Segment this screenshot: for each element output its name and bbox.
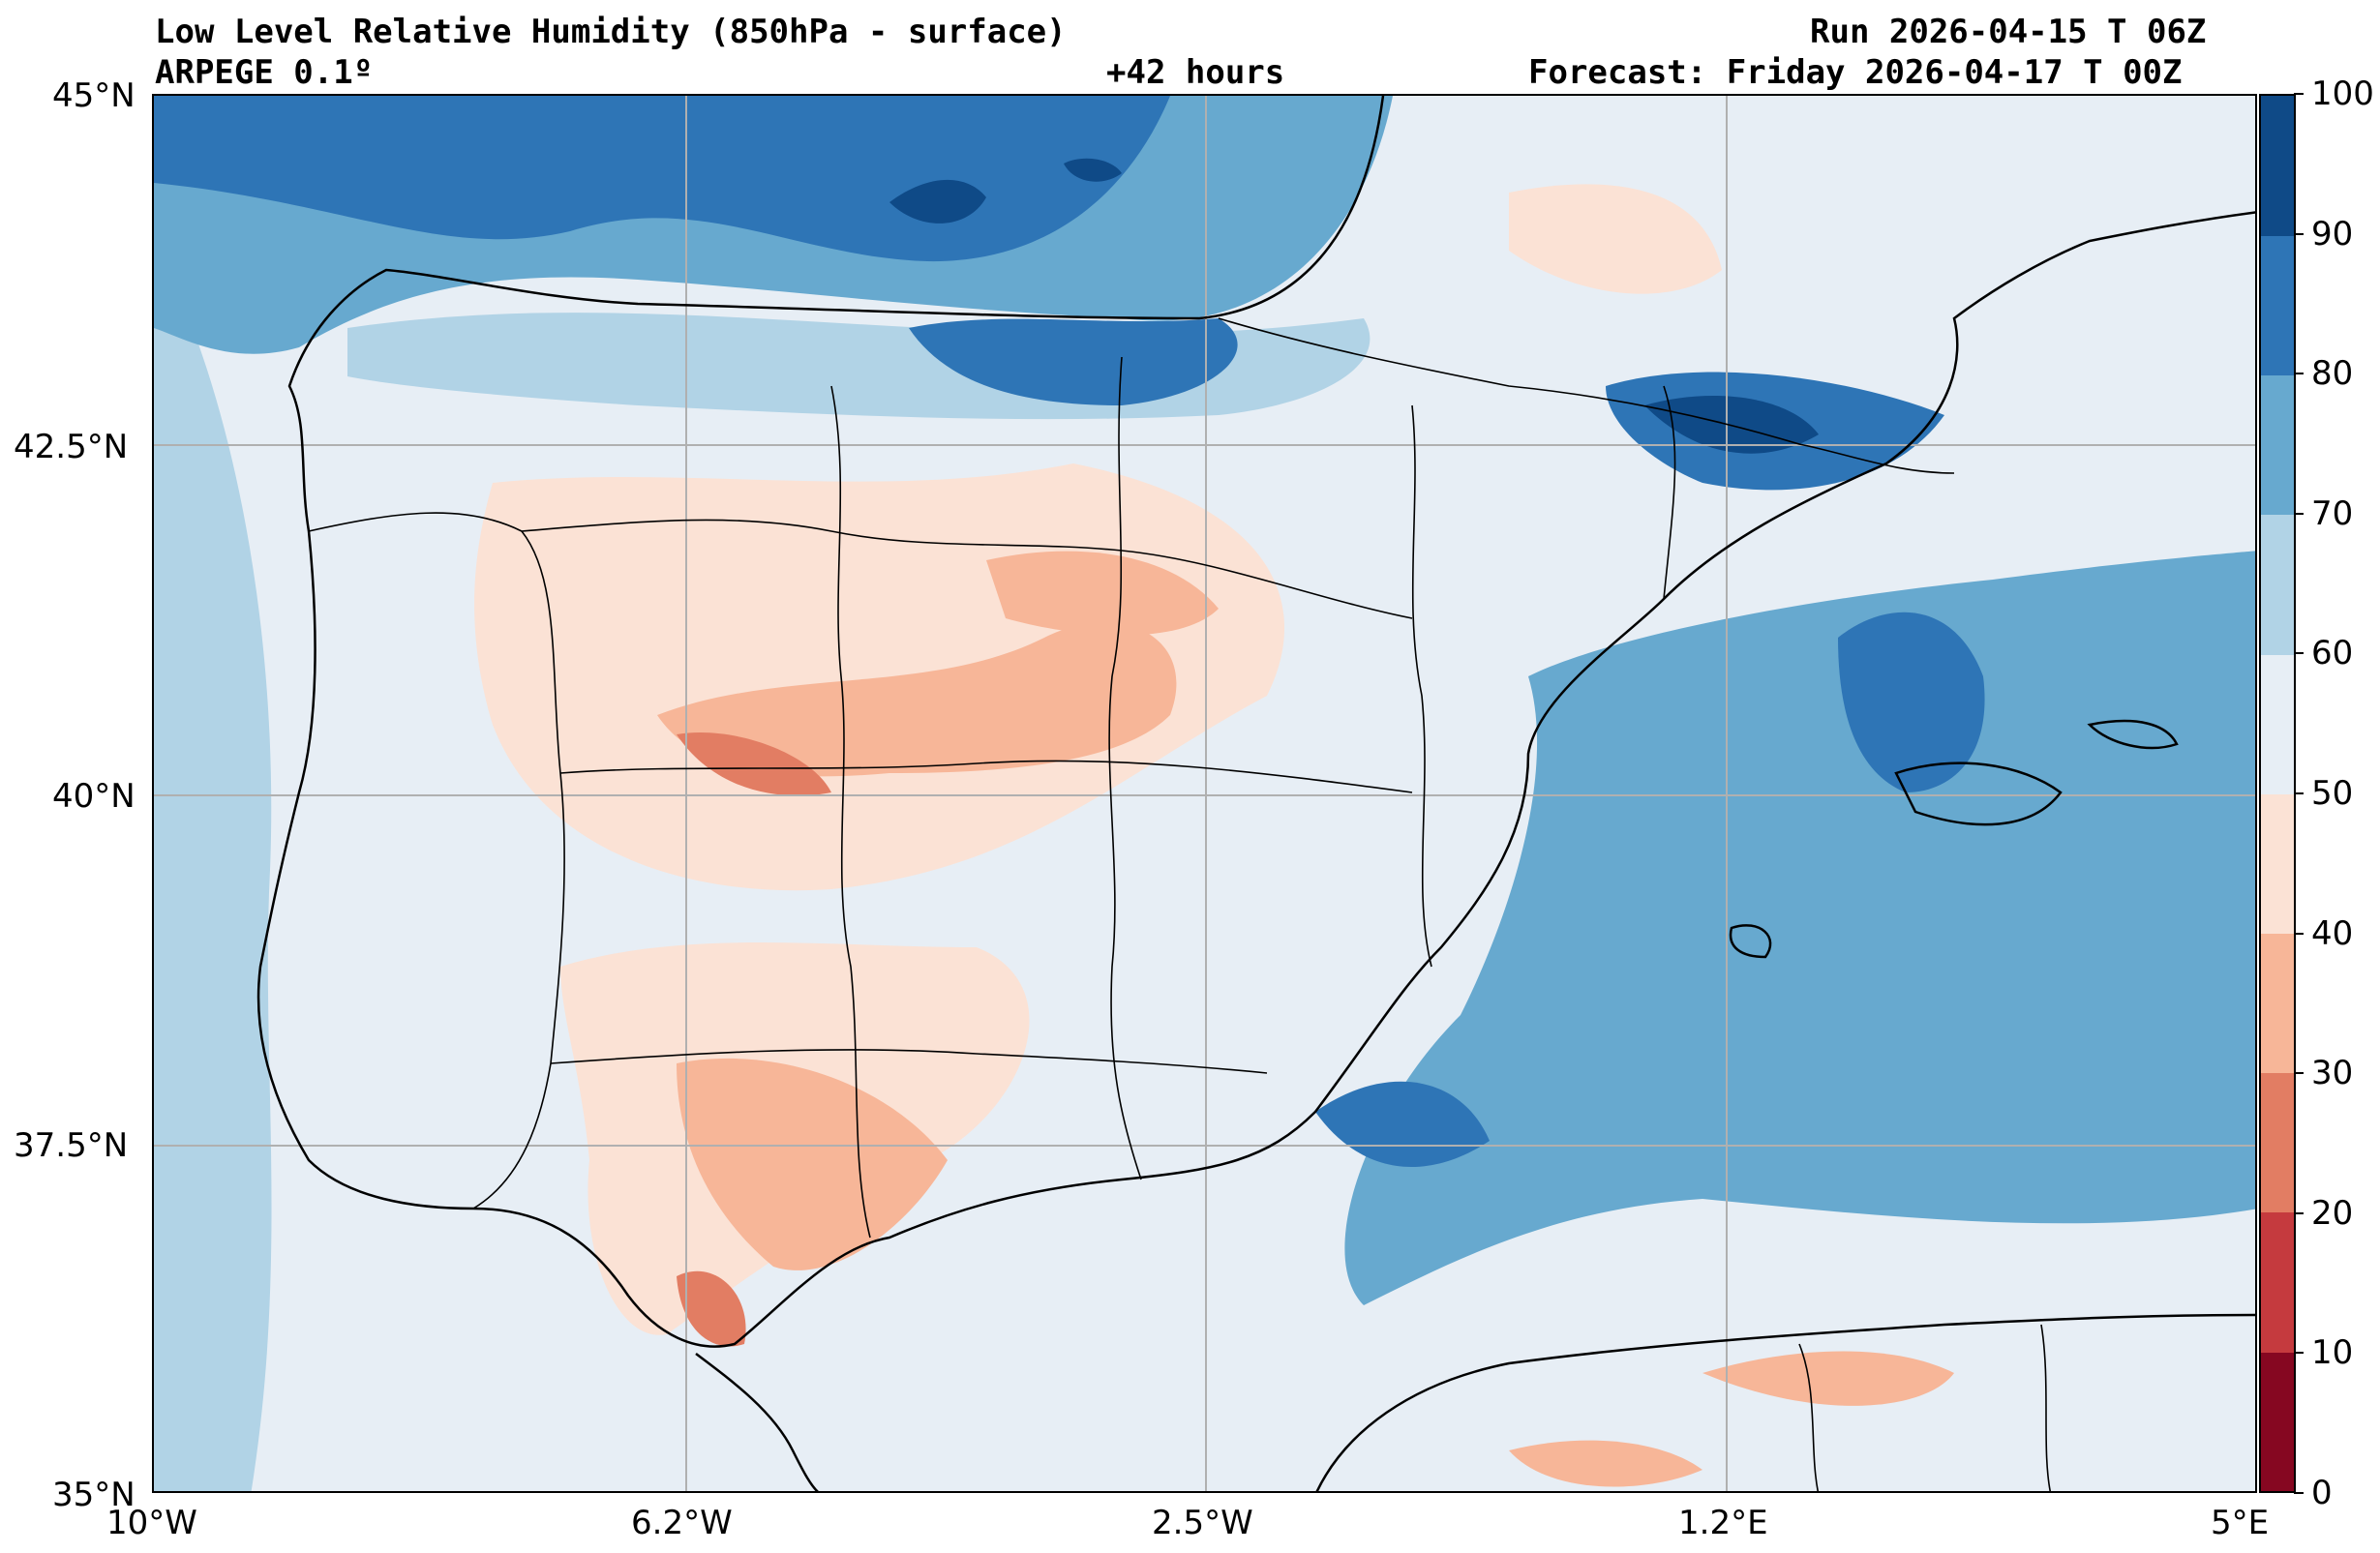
central-drier-zone — [657, 622, 1177, 777]
lon-label-6-2w: 6.2°W — [631, 1504, 733, 1542]
lon-label-2-5w: 2.5°W — [1152, 1504, 1253, 1542]
colorbar-segment — [2261, 1211, 2294, 1353]
title-right-1: Run 2026-04-15 T 06Z — [1810, 13, 2207, 51]
lon-label-1-2e: 1.2°E — [1678, 1504, 1768, 1542]
biscay-high-zone — [154, 96, 1170, 262]
colorbar-tick-label: 60 — [2311, 634, 2354, 673]
colorbar-segment — [2261, 1351, 2294, 1491]
title-right-2: Forecast: Friday 2026-04-17 T 00Z — [1528, 53, 2183, 92]
colorbar-tick-label: 100 — [2311, 75, 2374, 113]
mediterranean-humidity-zone — [1344, 551, 2255, 1305]
colorbar-segment — [2261, 235, 2294, 376]
colorbar-tick-mark — [2294, 93, 2304, 95]
colorbar-tick-mark — [2294, 512, 2304, 515]
colorbar-segment — [2261, 374, 2294, 516]
colorbar-tick-mark — [2294, 652, 2304, 655]
colorbar-segment — [2261, 933, 2294, 1074]
colorbar-segment — [2261, 653, 2294, 794]
atlas-dry-zone — [1702, 1351, 1954, 1406]
humidity-map — [154, 96, 2255, 1491]
lat-label-40: 40°N — [52, 777, 136, 816]
colorbar-segment — [2261, 1072, 2294, 1213]
colorbar-tick-label: 50 — [2311, 774, 2354, 813]
colorbar-segment — [2261, 96, 2294, 236]
balearic-high-zone — [1838, 612, 1985, 792]
title-left-1: Low Level Relative Humidity (850hPa - su… — [155, 13, 1067, 51]
colorbar-tick-label: 0 — [2311, 1474, 2333, 1512]
title-center: +42 hours — [1106, 53, 1285, 92]
france-dry-zone — [1509, 184, 1722, 294]
borders — [308, 317, 2052, 1491]
biscay-peak-zone-2 — [1064, 158, 1122, 182]
lat-label-42-5: 42.5°N — [14, 428, 129, 466]
cantabria-high-zone — [909, 318, 1238, 405]
colorbar — [2259, 94, 2296, 1493]
biscay-peak-zone — [889, 179, 986, 224]
colorbar-tick-label: 10 — [2311, 1333, 2354, 1373]
atlantic-humidity-zone — [154, 241, 272, 1491]
colorbar-tick-mark — [2294, 932, 2304, 935]
map-panel — [152, 94, 2257, 1493]
lon-label-5e: 5°E — [2211, 1504, 2270, 1542]
sistema-iberico-dry-zone — [986, 551, 1219, 636]
colorbar-tick-mark — [2294, 1352, 2304, 1355]
colorbar-tick-mark — [2294, 1492, 2304, 1494]
gredos-dry-spot — [677, 732, 831, 796]
cadiz-dry-spot — [677, 1270, 746, 1347]
colorbar-tick-mark — [2294, 1072, 2304, 1075]
lat-label-37-5: 37.5°N — [14, 1126, 129, 1165]
coastlines — [256, 96, 2255, 1491]
colorbar-tick-label: 30 — [2311, 1054, 2354, 1093]
colorbar-segment — [2261, 793, 2294, 934]
colorbar-tick-mark — [2294, 1211, 2304, 1214]
colorbar-tick-label: 70 — [2311, 493, 2354, 533]
colorbar-segment — [2261, 514, 2294, 655]
andalusia-drier-zone — [677, 1058, 948, 1270]
morocco-dry-zone — [1509, 1440, 1702, 1487]
lon-label-10w: 10°W — [106, 1504, 197, 1542]
title-left-2: ARPEGE 0.1º — [155, 53, 374, 92]
lat-label-45: 45°N — [52, 76, 136, 115]
colorbar-tick-label: 80 — [2311, 354, 2354, 394]
colorbar-tick-label: 20 — [2311, 1193, 2354, 1233]
colorbar-tick-label: 90 — [2311, 214, 2354, 254]
colorbar-tick-mark — [2294, 792, 2304, 794]
lat-label-35: 35°N — [52, 1476, 136, 1514]
colorbar-tick-label: 40 — [2311, 913, 2354, 953]
colorbar-tick-mark — [2294, 232, 2304, 235]
colorbar-tick-mark — [2294, 373, 2304, 375]
